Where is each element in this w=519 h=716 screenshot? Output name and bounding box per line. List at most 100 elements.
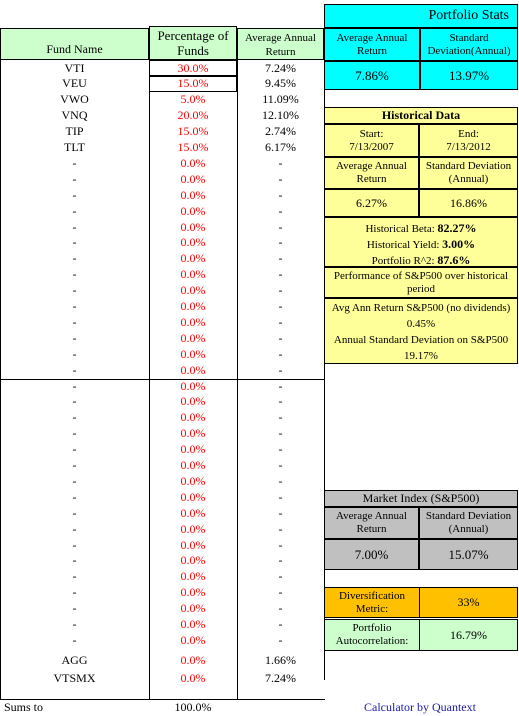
historical-start: Start: 7/13/2007 xyxy=(324,124,419,157)
fund-pct-cell[interactable]: 0.0% xyxy=(180,670,206,685)
fund-pct-cell[interactable]: 20.0% xyxy=(177,108,209,123)
fund-ret-cell: - xyxy=(278,362,283,377)
fund-pct-cell[interactable]: 0.0% xyxy=(180,585,206,600)
fund-name-cell: - xyxy=(72,601,77,616)
fund-ret-cell: - xyxy=(278,219,283,234)
fund-pct-cell[interactable]: 0.0% xyxy=(180,473,206,488)
portfolio-sd-value: 13.97% xyxy=(420,61,518,90)
fund-name-cell: AGG xyxy=(61,652,88,667)
fund-pct-cell[interactable]: 0.0% xyxy=(180,537,206,552)
fund-pct-cell[interactable]: 0.0% xyxy=(180,652,206,667)
fund-pct-cell[interactable]: 0.0% xyxy=(180,410,206,425)
fund-ret-cell: - xyxy=(278,346,283,361)
market-sd-label-2: (Annual) xyxy=(448,523,489,535)
fund-ret-cell: 7.24% xyxy=(265,670,296,685)
fund-pct-cell[interactable]: 0.0% xyxy=(180,203,206,218)
fund-pct-cell[interactable]: 0.0% xyxy=(180,553,206,568)
sp-sd-label: Annual Standard Deviation on S&P500 xyxy=(333,334,509,346)
yield-value: 3.00% xyxy=(442,237,476,251)
historical-avg-value: 6.27% xyxy=(324,189,419,217)
fund-pct-cell[interactable]: 0.0% xyxy=(180,235,206,250)
pct-input-box[interactable] xyxy=(149,60,237,76)
fund-pct-cell[interactable]: 0.0% xyxy=(180,251,206,266)
fund-ret-cell: - xyxy=(278,553,283,568)
r2-row: Portfolio R^2: 87.6% xyxy=(325,253,517,269)
fund-ret-cell: - xyxy=(278,426,283,441)
fund-name-cell: - xyxy=(72,187,77,202)
fund-ret-cell: - xyxy=(278,155,283,170)
fund-pct-cell[interactable]: 0.0% xyxy=(180,346,206,361)
yield-label: Historical Yield: xyxy=(366,239,440,251)
fund-ret-cell: - xyxy=(278,251,283,266)
portfolio-sd-label: Standard Deviation(Annual) xyxy=(420,28,518,61)
market-sd-value: 15.07% xyxy=(419,539,518,570)
fund-pct-cell[interactable]: 0.0% xyxy=(180,394,206,409)
fund-pct-cell[interactable]: 15.0% xyxy=(177,76,209,91)
r2-label: Portfolio R^2: xyxy=(371,255,435,267)
fund-pct-cell[interactable]: 0.0% xyxy=(180,617,206,631)
fund-pct-cell[interactable]: 0.0% xyxy=(180,601,206,616)
fund-name-cell: VWO xyxy=(60,92,89,107)
column-divider xyxy=(237,60,238,700)
header-pct-line1: Percentage of xyxy=(157,28,229,43)
fund-ret-cell: - xyxy=(278,410,283,425)
fund-pct-cell[interactable]: 5.0% xyxy=(180,92,206,107)
fund-name-cell: - xyxy=(72,458,77,472)
portfolio-avg-label-2: Return xyxy=(357,44,387,57)
diversification-label: Diversification Metric: xyxy=(324,587,420,618)
fund-pct-cell[interactable]: 0.0% xyxy=(180,362,206,377)
fund-name-cell: TIP xyxy=(65,124,84,139)
fund-name-cell: - xyxy=(72,410,77,425)
header-pct-line2: Funds xyxy=(177,43,209,58)
fund-pct-cell[interactable]: 0.0% xyxy=(180,187,206,202)
diversification-value: 33% xyxy=(420,587,518,618)
fund-name-cell: - xyxy=(72,251,77,266)
fund-pct-cell[interactable]: 0.0% xyxy=(180,330,206,345)
fund-name-cell: - xyxy=(72,378,77,393)
historical-start-label: Start: xyxy=(359,127,384,140)
fund-pct-cell[interactable]: 15.0% xyxy=(177,124,209,139)
portfolio-stats-title-text: Portfolio Stats xyxy=(428,8,509,23)
quantext-credit-link[interactable]: Calculator by Quantext xyxy=(364,700,476,714)
fund-pct-cell[interactable]: 0.0% xyxy=(180,283,206,298)
fund-pct-cell[interactable]: 0.0% xyxy=(180,632,206,647)
fund-ret-cell: 9.45% xyxy=(265,76,296,91)
fund-name-cell: - xyxy=(72,362,77,377)
fund-ret-cell: - xyxy=(278,187,283,202)
fund-pct-cell[interactable]: 0.0% xyxy=(180,171,206,186)
fund-name-cell: - xyxy=(72,489,77,504)
fund-ret-cell: - xyxy=(278,442,283,457)
portfolio-stats-title: Portfolio Stats xyxy=(324,4,518,28)
autocorrelation-label: Portfolio Autocorrelation: xyxy=(324,619,420,651)
fund-pct-cell[interactable]: 0.0% xyxy=(180,442,206,457)
fund-pct-cell[interactable]: 0.0% xyxy=(180,426,206,441)
fund-pct-cell[interactable]: 0.0% xyxy=(180,314,206,329)
fund-pct-cell[interactable]: 0.0% xyxy=(180,299,206,313)
fund-ret-cell: - xyxy=(278,537,283,552)
fund-name-cell: - xyxy=(72,632,77,647)
fund-pct-cell[interactable]: 0.0% xyxy=(180,505,206,520)
historical-sd-label-2: (Annual) xyxy=(448,173,489,185)
fund-pct-cell[interactable]: 0.0% xyxy=(180,569,206,584)
fund-name-cell: - xyxy=(72,346,77,361)
fund-pct-cell[interactable]: 0.0% xyxy=(180,458,206,472)
fund-name-cell: - xyxy=(72,442,77,457)
fund-name-cell: - xyxy=(72,283,77,298)
fund-pct-cell[interactable]: 0.0% xyxy=(180,489,206,504)
portfolio-avg-value: 7.86% xyxy=(324,61,420,90)
fund-pct-cell[interactable]: 15.0% xyxy=(177,140,209,154)
fund-pct-cell[interactable]: 0.0% xyxy=(180,521,206,536)
fund-pct-cell[interactable]: 0.0% xyxy=(180,378,206,393)
fund-pct-cell[interactable]: 0.0% xyxy=(180,155,206,170)
market-index-title: Market Index (S&P500) xyxy=(324,490,518,507)
fund-name-cell: - xyxy=(72,505,77,520)
fund-pct-cell[interactable]: 0.0% xyxy=(180,219,206,234)
fund-pct-cell[interactable]: 30.0% xyxy=(177,60,209,75)
fund-name-cell: - xyxy=(72,585,77,600)
fund-pct-cell[interactable]: 0.0% xyxy=(180,267,206,282)
header-ret-line2: Return xyxy=(265,46,296,58)
market-avg-label-1: Average Annual xyxy=(336,510,407,522)
fund-name-cell: - xyxy=(72,219,77,234)
pct-input-box[interactable] xyxy=(149,76,237,92)
historical-end-date: 7/13/2012 xyxy=(446,140,491,153)
